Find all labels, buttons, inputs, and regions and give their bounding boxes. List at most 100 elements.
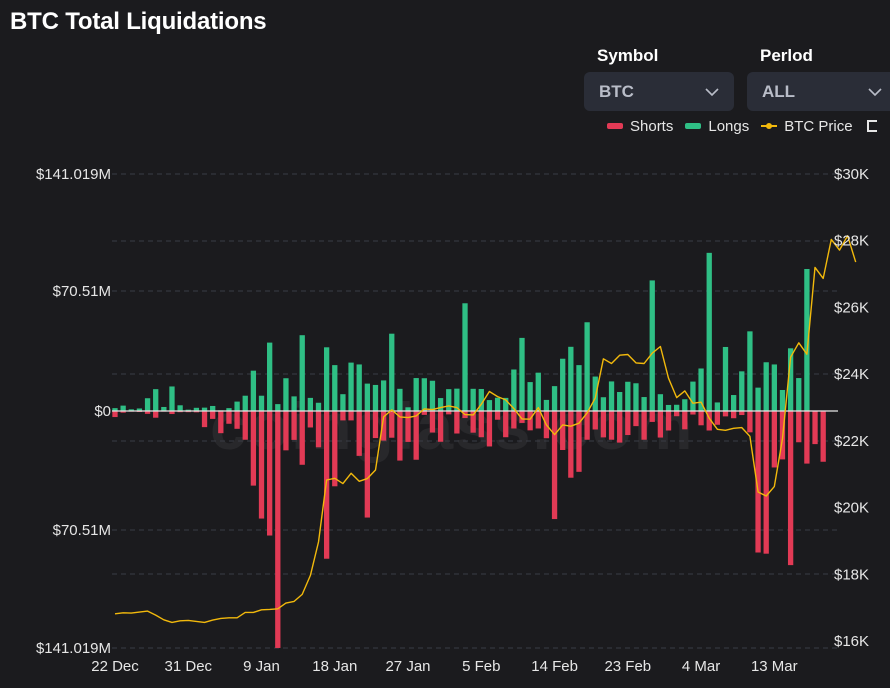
- short-bar: [551, 411, 558, 520]
- long-bar: [804, 268, 810, 411]
- short-bar: [291, 411, 297, 440]
- longs-swatch-icon: [685, 123, 702, 129]
- short-bar: [421, 411, 427, 415]
- short-bar: [584, 411, 590, 440]
- short-bar: [405, 411, 411, 442]
- legend-label-shorts: Shorts: [630, 117, 674, 135]
- left-axis-tick-label: $141.019M: [36, 640, 111, 657]
- long-bar: [348, 362, 354, 411]
- short-bar: [348, 411, 354, 421]
- short-bar: [722, 411, 729, 417]
- long-bar: [258, 395, 265, 411]
- long-bar: [771, 364, 777, 411]
- right-axis-tick-label: $22K: [834, 433, 869, 450]
- long-bar: [698, 368, 704, 411]
- chart-legend: Shorts Longs BTC Price: [607, 116, 877, 136]
- short-bar: [706, 411, 712, 431]
- long-bar: [421, 378, 427, 411]
- long-bar: [185, 409, 191, 411]
- legend-item-longs[interactable]: Longs: [685, 118, 749, 135]
- short-bar: [364, 411, 370, 518]
- legend-overflow-icon[interactable]: [866, 120, 877, 132]
- long-bar: [747, 331, 753, 411]
- long-bar: [657, 394, 664, 411]
- long-bar: [405, 407, 411, 411]
- short-bar: [250, 411, 257, 486]
- long-bar: [275, 404, 281, 411]
- long-bar: [413, 378, 419, 411]
- long-bar: [755, 387, 761, 411]
- symbol-label: Symbol: [597, 46, 659, 65]
- short-bar: [535, 411, 541, 429]
- x-axis-tick-label: 14 Feb: [531, 658, 578, 675]
- x-axis: 22 Dec 31 Dec 9 Jan 18 Jan 27 Jan 5 Feb 14 Feb…: [91, 658, 797, 675]
- long-bar: [535, 372, 541, 411]
- long-bar: [144, 398, 151, 411]
- long-bar: [519, 337, 525, 411]
- long-bar: [201, 407, 208, 411]
- bar-series: [112, 252, 838, 648]
- long-bar: [315, 402, 322, 411]
- short-bar: [674, 411, 680, 417]
- short-bar: [682, 411, 688, 430]
- short-bar: [275, 411, 281, 648]
- x-axis-tick-label: 31 Dec: [165, 658, 213, 675]
- right-axis-tick-label: $16K: [834, 633, 869, 650]
- long-bar: [169, 386, 175, 411]
- long-bar: [690, 381, 696, 411]
- long-bar: [380, 380, 387, 411]
- left-axis-tick-label: $70.51M: [53, 522, 111, 539]
- short-bar: [332, 411, 338, 487]
- long-bar: [584, 322, 590, 411]
- long-bar: [389, 333, 395, 411]
- short-bar: [820, 411, 826, 462]
- short-bar: [218, 411, 224, 434]
- short-bar: [397, 411, 403, 461]
- right-axis-tick-label: $28K: [834, 233, 869, 250]
- short-bar: [144, 411, 151, 414]
- long-bar: [250, 370, 257, 411]
- short-bar: [169, 411, 175, 415]
- short-bar: [511, 411, 517, 429]
- page-title: BTC Total Liquidations: [10, 8, 267, 35]
- short-bar: [698, 411, 704, 426]
- symbol-select[interactable]: BTC: [584, 72, 734, 111]
- short-bar: [739, 411, 745, 416]
- short-bar: [657, 411, 664, 438]
- left-axis: $141.019M $70.51M $0 $70.51M $141.019M: [36, 166, 111, 657]
- period-select[interactable]: ALL: [747, 72, 890, 111]
- symbol-select-value: BTC: [599, 82, 634, 101]
- short-bar: [617, 411, 623, 443]
- right-axis: $30K $28K $26K $24K $22K $20K $18K $16K: [834, 166, 869, 650]
- legend-item-btc-price[interactable]: BTC Price: [761, 117, 853, 135]
- long-bar: [503, 397, 509, 411]
- long-bar: [511, 369, 517, 411]
- long-bar: [617, 392, 623, 411]
- long-bar: [551, 386, 558, 411]
- x-axis-tick-label: 27 Jan: [385, 658, 430, 675]
- chevron-down-icon: [705, 88, 719, 97]
- long-bar: [682, 399, 688, 411]
- short-bar: [560, 411, 566, 450]
- short-bar: [283, 411, 289, 451]
- line-marker-icon: [761, 121, 778, 131]
- short-bar: [649, 411, 655, 422]
- right-axis-tick-label: $30K: [834, 166, 869, 183]
- short-bar: [730, 411, 737, 419]
- short-bar: [389, 411, 395, 438]
- short-bar: [771, 411, 777, 468]
- short-bar: [315, 411, 322, 448]
- long-bar: [283, 378, 289, 411]
- left-axis-tick-label: $141.019M: [36, 166, 111, 183]
- btc-price-line: [114, 234, 857, 624]
- short-bar: [494, 411, 501, 420]
- long-bar: [429, 380, 436, 411]
- long-bar: [665, 404, 672, 411]
- legend-item-shorts[interactable]: Shorts: [607, 118, 673, 135]
- short-bar: [429, 411, 436, 433]
- grid-lines: [112, 173, 838, 649]
- long-bar: [323, 347, 330, 411]
- legend-label-btc-price: BTC Price: [784, 117, 853, 135]
- short-bar: [592, 411, 598, 430]
- short-bar: [568, 411, 574, 478]
